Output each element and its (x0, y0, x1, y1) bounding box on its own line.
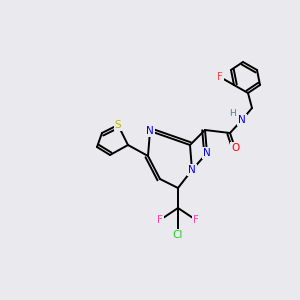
Text: N: N (188, 165, 196, 175)
Text: Cl: Cl (173, 230, 183, 240)
Text: S: S (115, 120, 121, 130)
Text: N: N (238, 115, 246, 125)
Text: O: O (231, 143, 239, 153)
Text: F: F (193, 215, 199, 225)
Text: H: H (230, 109, 236, 118)
Text: F: F (217, 72, 223, 82)
Text: F: F (157, 215, 163, 225)
Text: N: N (203, 148, 211, 158)
Text: N: N (146, 126, 154, 136)
